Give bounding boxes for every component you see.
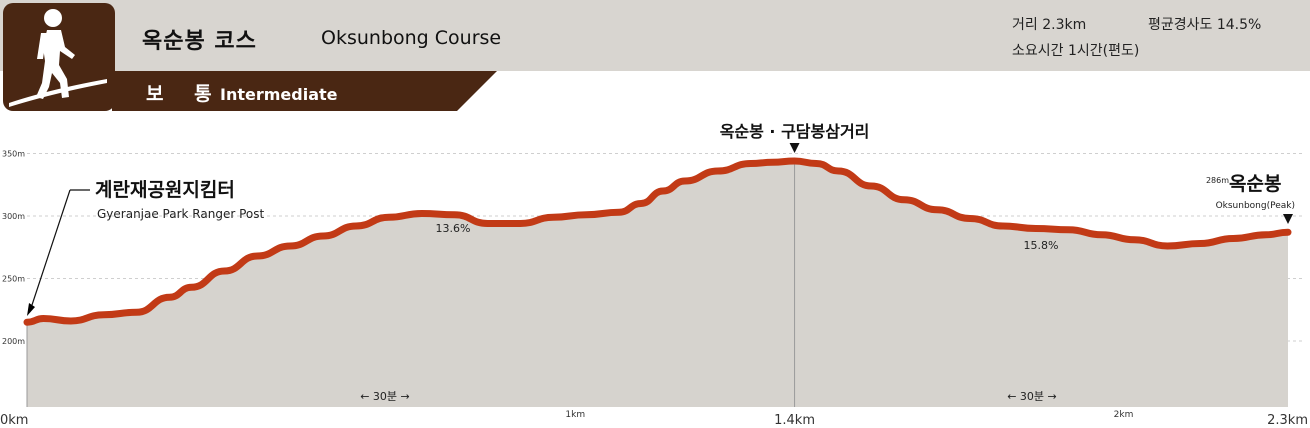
elevation-area [23, 157, 1292, 407]
slope-label: 15.8% [1024, 239, 1059, 252]
avg-slope-text: 평균경사도 14.5% [1148, 17, 1262, 33]
distance-text: 거리 2.3km [1012, 17, 1087, 33]
duration-text: 소요시간 1시간(편도) [1012, 43, 1140, 59]
hiker-badge [3, 3, 115, 111]
y-tick-label: 200m [2, 337, 25, 346]
start-arrow-icon [27, 303, 35, 316]
y-tick-label: 300m [2, 212, 25, 221]
x-tick-label: 2.3km [1267, 413, 1308, 428]
y-tick-label: 350m [2, 150, 25, 159]
peak-elevation-label: 286m [1206, 176, 1229, 185]
title-area: 옥순봉 코스 Oksunbong Course [115, 3, 995, 71]
start-leader-line [30, 189, 71, 309]
course-title-english: Oksunbong Course [321, 27, 502, 49]
header-bar [0, 0, 1310, 71]
x-tick-label: 0km [0, 413, 28, 428]
hiker-icon [9, 9, 107, 107]
annotations: 계란재공원지킴터 Gyeranjae Park Ranger Post 옥순봉 · … [27, 122, 1295, 403]
axis-ticks: 200m 250m 300m 350m 0km 1km 1.4km 2km 2.3km [0, 150, 1308, 428]
difficulty-english: Intermediate [220, 85, 338, 104]
y-tick-label: 250m [2, 275, 25, 284]
x-tick-label: 1km [565, 410, 585, 420]
peak-sublabel: Oksunbong(Peak) [1216, 201, 1295, 211]
elevation-line [23, 157, 1292, 326]
time-label: ← 30분 → [360, 390, 410, 403]
course-title-korean: 옥순봉 코스 [142, 29, 257, 54]
peak-label: 옥순봉 [1229, 173, 1281, 195]
time-label: ← 30분 → [1007, 390, 1057, 403]
junction-label: 옥순봉 · 구담봉삼거리 [720, 122, 870, 141]
junction-arrow-icon [789, 143, 800, 153]
start-point-label: 계란재공원지킴터 [95, 179, 235, 201]
elevation-fill [27, 161, 1288, 407]
difficulty-band: 보 통 Intermediate [112, 71, 502, 111]
x-tick-label: 1.4km [774, 413, 815, 428]
slope-label: 13.6% [436, 222, 471, 235]
elevation-profile-chart: 200m 250m 300m 350m 0km 1km 1.4km 2km 2.3km 계란재공… [0, 122, 1308, 428]
difficulty-korean: 보 통 [146, 83, 224, 105]
x-tick-label: 2km [1114, 410, 1134, 420]
start-point-sublabel: Gyeranjae Park Ranger Post [97, 207, 264, 221]
peak-arrow-icon [1283, 214, 1293, 224]
